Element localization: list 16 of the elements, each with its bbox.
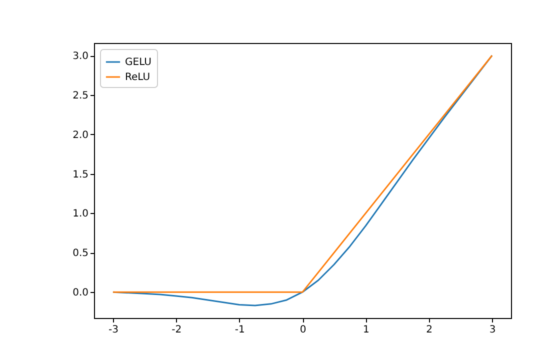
y-tick-label: 3.0 xyxy=(72,51,88,62)
x-tick-label: -3 xyxy=(108,324,118,336)
legend-label: GELU xyxy=(125,57,152,68)
x-tick-label: 2 xyxy=(426,324,433,336)
y-tick-label: 1.5 xyxy=(72,169,88,180)
x-tick-label: 0 xyxy=(300,324,306,336)
y-tick-label: 1.0 xyxy=(72,208,88,220)
x-tick-label: -2 xyxy=(172,324,182,336)
y-tick-label: 0.0 xyxy=(72,288,88,299)
y-tick-label: 2.5 xyxy=(72,90,88,102)
y-tick-label: 0.5 xyxy=(72,248,88,260)
legend-label: ReLU xyxy=(125,72,150,83)
x-tick-label: -1 xyxy=(234,324,245,336)
y-tick-label: 2.0 xyxy=(72,130,88,141)
x-tick-label: 1 xyxy=(362,324,370,336)
x-tick-label: 3 xyxy=(489,324,496,336)
